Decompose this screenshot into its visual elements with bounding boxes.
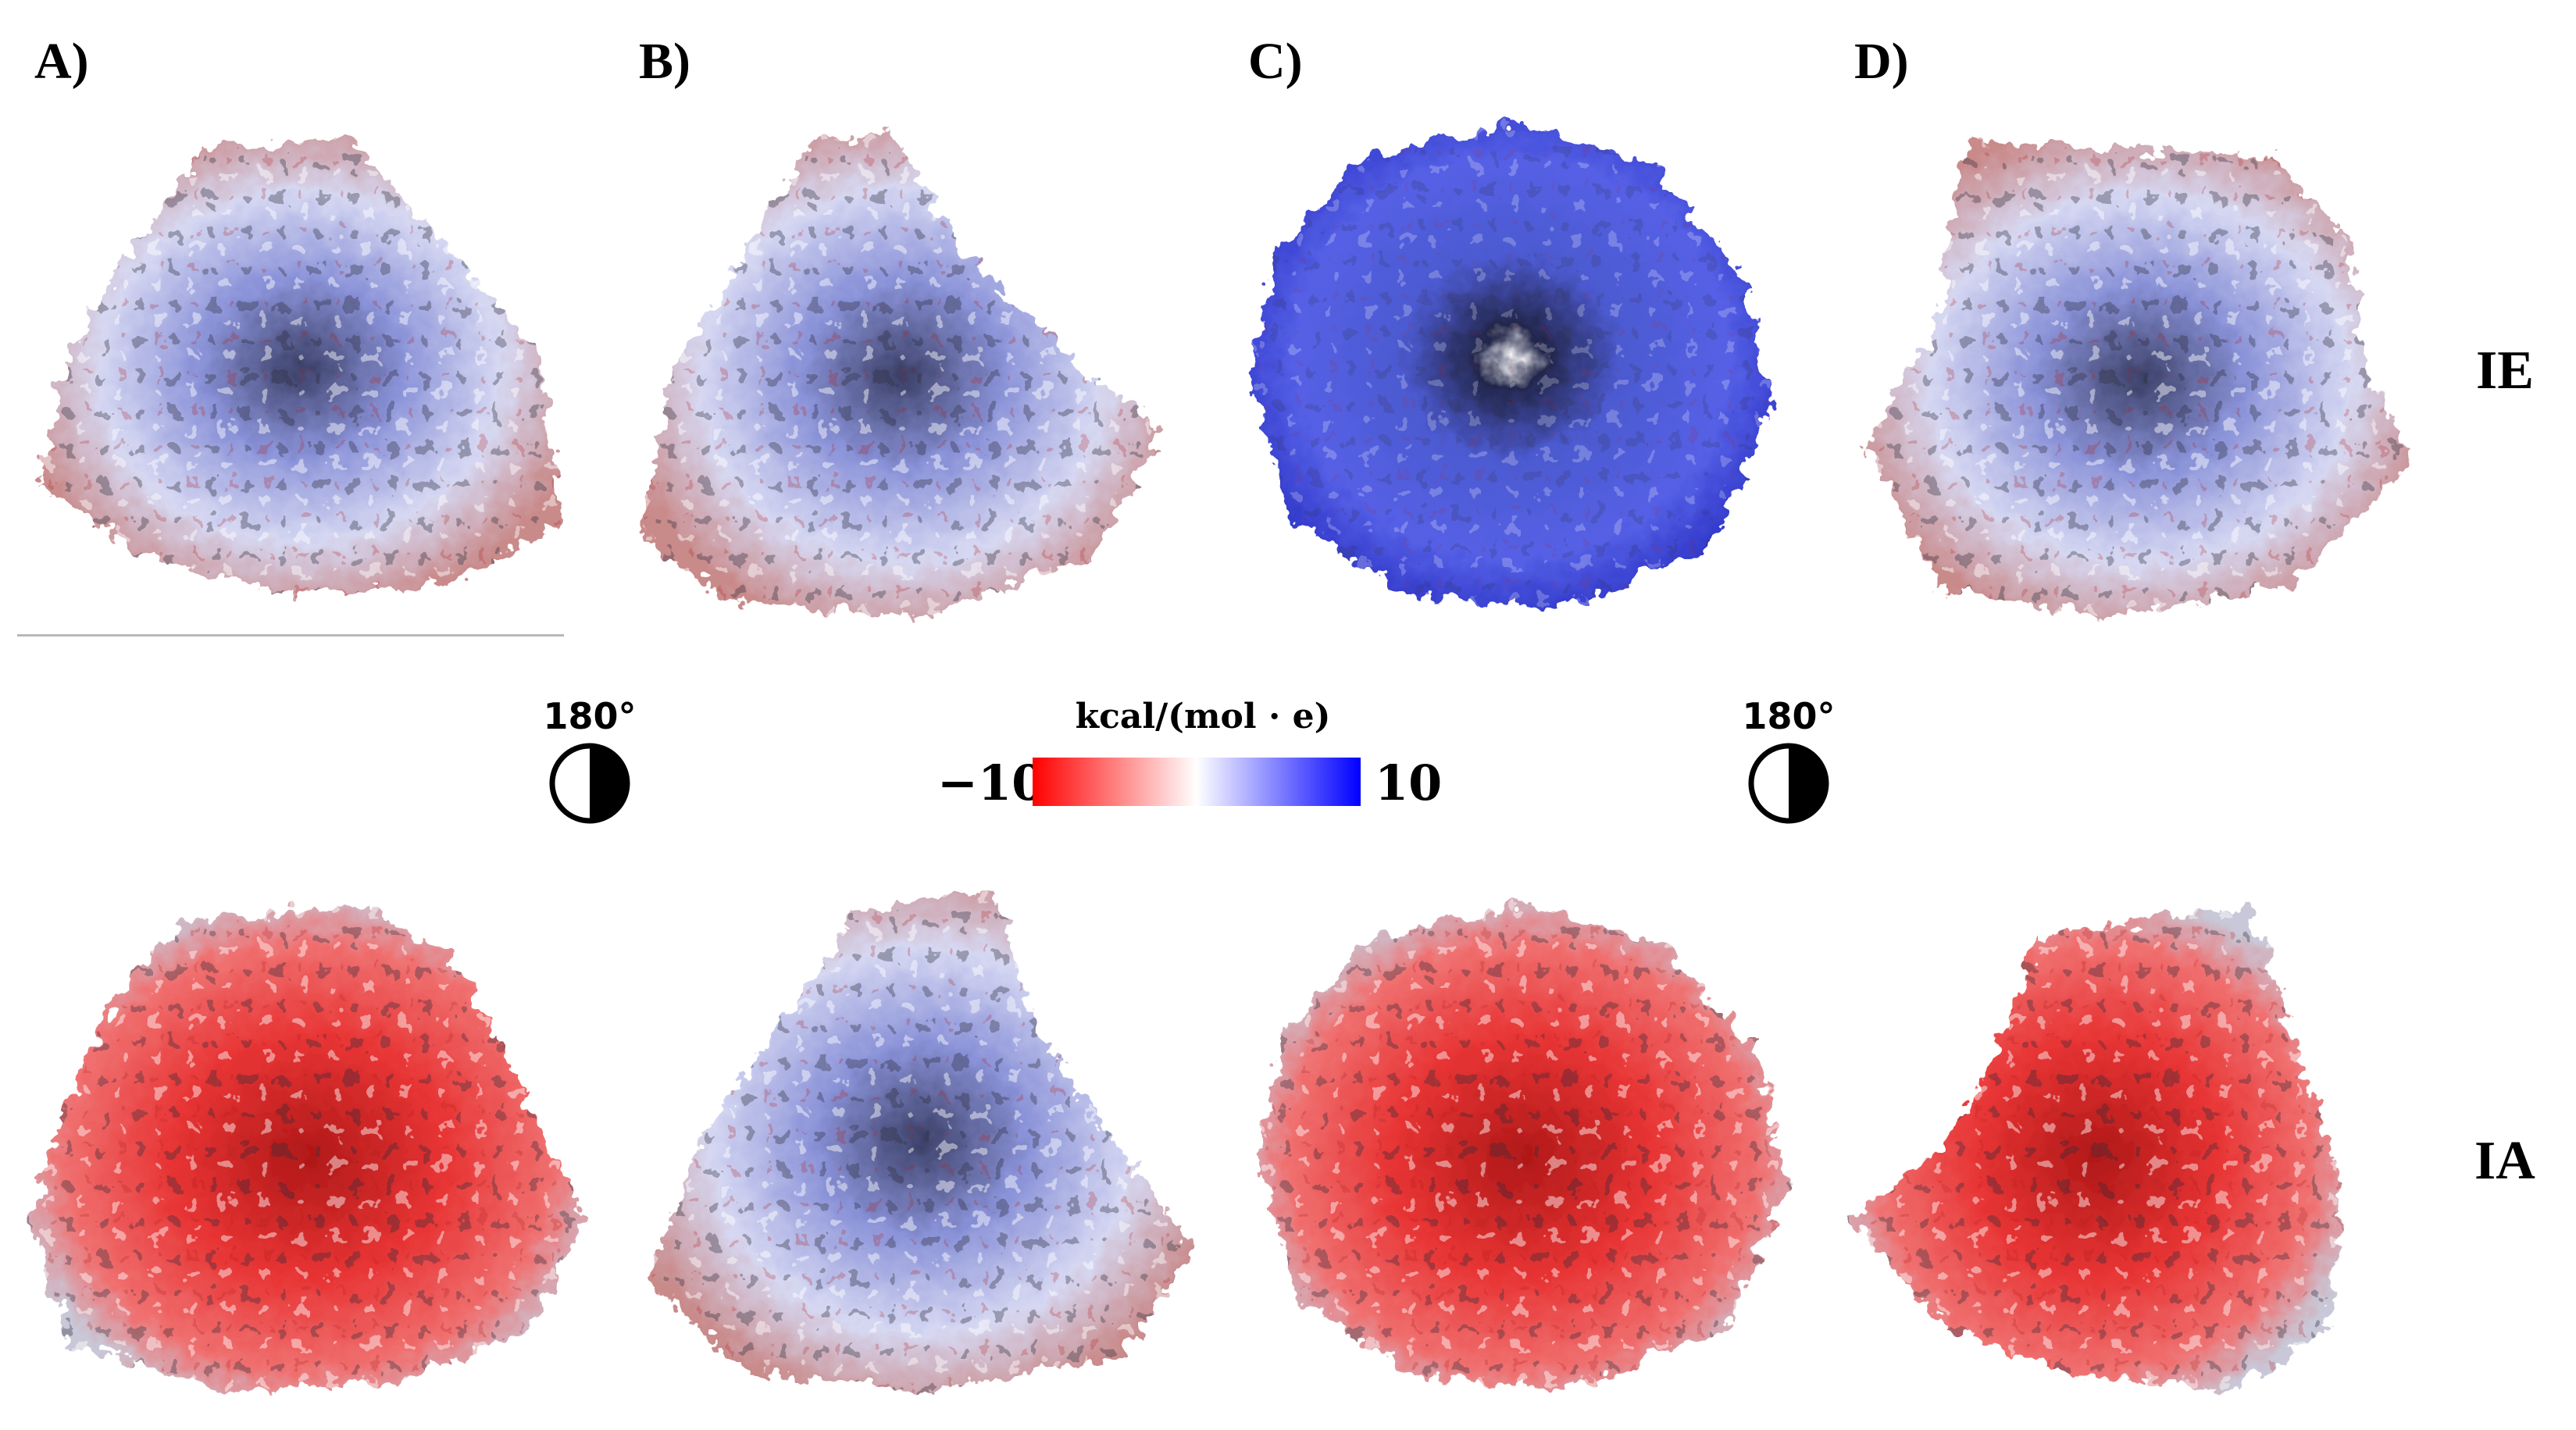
surface-ia-b xyxy=(648,890,1195,1390)
surface-ia-a xyxy=(31,906,586,1390)
surface-ia-d xyxy=(1851,906,2343,1390)
divider-line xyxy=(17,634,564,637)
surface-ie-a xyxy=(39,141,562,594)
scale-title: kcal/(mol · e) xyxy=(1075,697,1331,736)
half-circle-icon xyxy=(549,743,630,824)
scale-max-label: 10 xyxy=(1375,754,1443,811)
surface-ia-c xyxy=(1258,906,1789,1390)
rotation-label: 180° xyxy=(543,695,637,737)
color-scale-bar xyxy=(1033,758,1361,806)
row-label-ie: IE xyxy=(2476,341,2534,401)
surface-ie-d xyxy=(1867,141,2414,617)
row-label-ia: IA xyxy=(2474,1131,2535,1191)
rotation-indicator-right: 180° xyxy=(1742,695,1836,826)
rotation-indicator-left: 180° xyxy=(543,695,637,826)
panel-label-c: C) xyxy=(1248,33,1303,90)
surface-ie-b xyxy=(640,133,1164,617)
scale-min-label: −10 xyxy=(937,754,1046,811)
half-circle-icon xyxy=(1748,743,1829,824)
surface-ie-c xyxy=(1250,125,1773,609)
rotation-label: 180° xyxy=(1742,695,1836,737)
panel-label-a: A) xyxy=(34,33,89,90)
panel-label-b: B) xyxy=(639,33,690,90)
panel-label-d: D) xyxy=(1854,33,1909,90)
